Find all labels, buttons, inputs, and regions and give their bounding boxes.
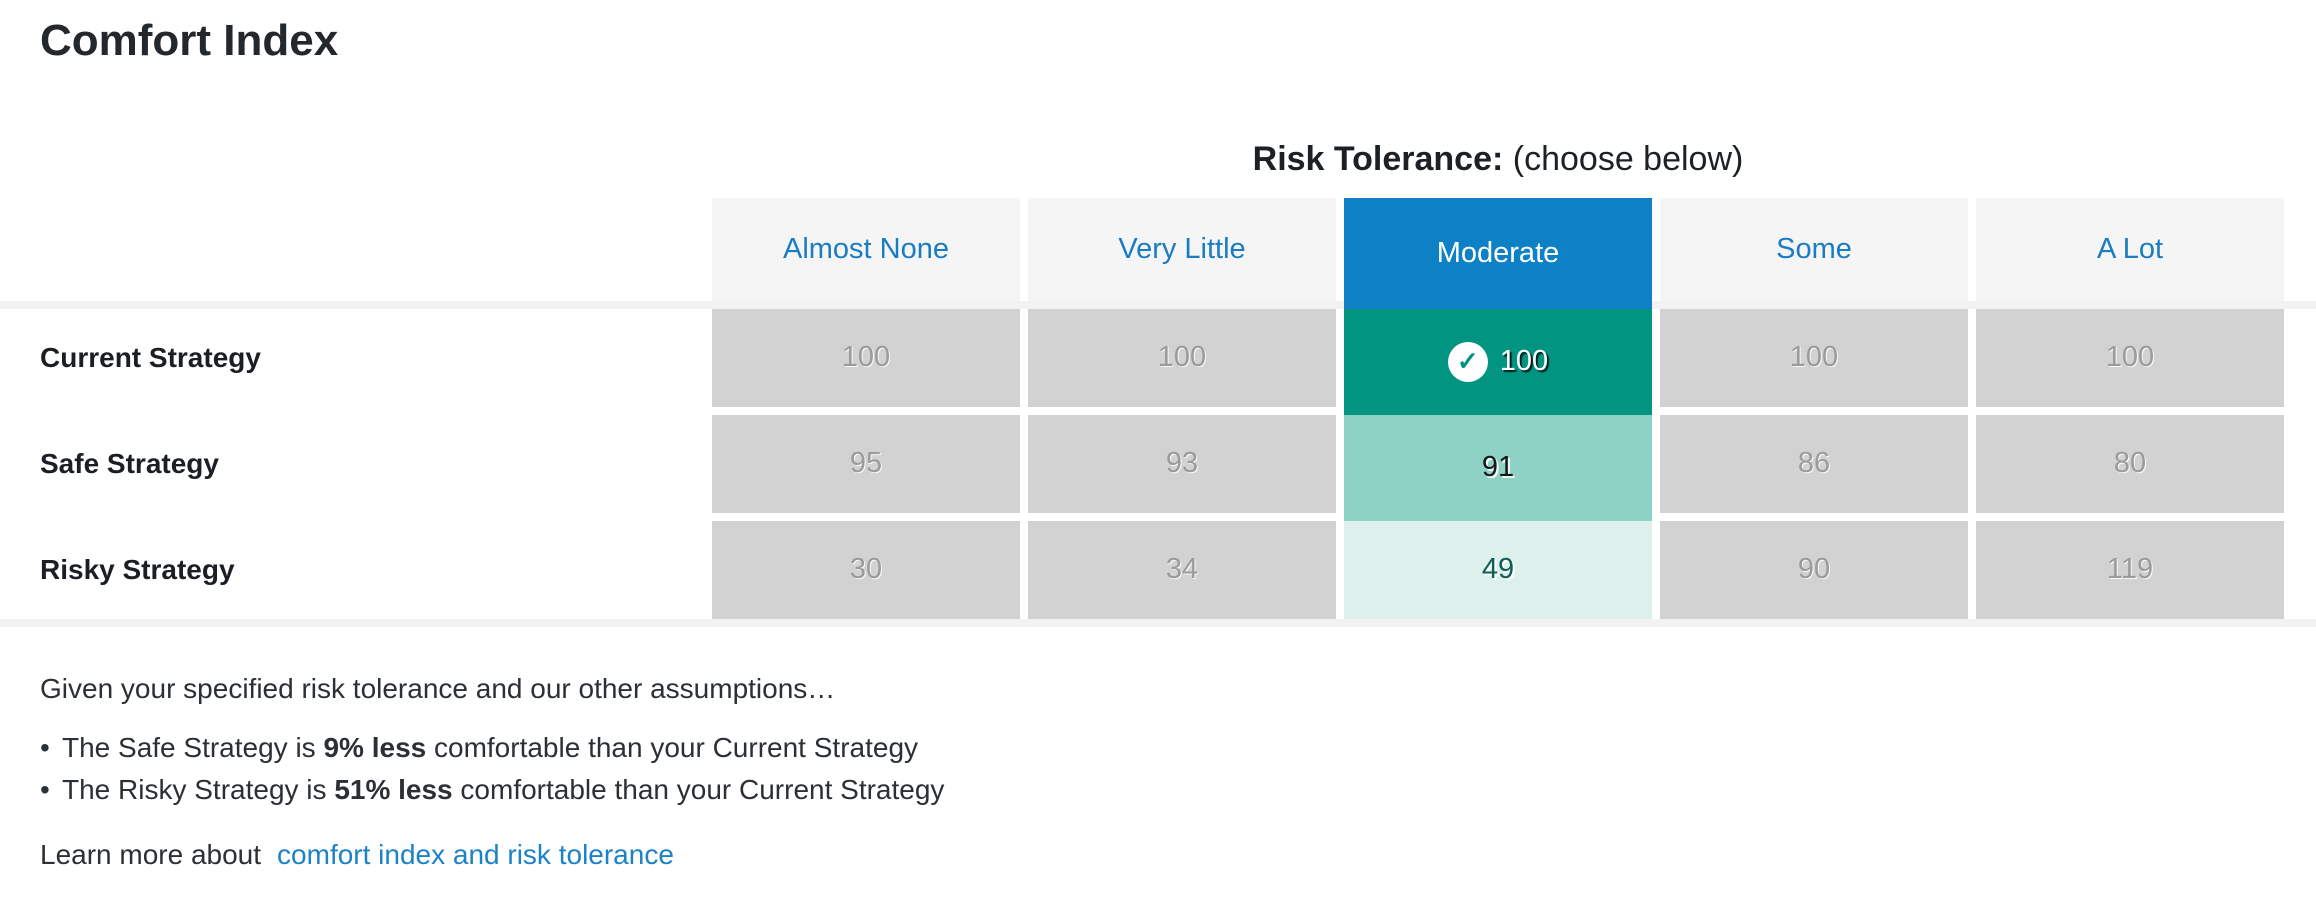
selected-risk-column: Moderate ✓ 100 91 49: [1344, 197, 1652, 619]
cell-safe-strategy-some: 86: [1660, 414, 1968, 513]
bullet-highlight: 9% less: [323, 732, 427, 764]
bullet-text: The Safe Strategy is: [62, 732, 324, 764]
page-title: Comfort Index: [40, 16, 339, 65]
cell-current-strategy-some: 100: [1660, 308, 1968, 407]
cell-risky-strategy-almost-none: 30: [712, 520, 1020, 619]
cell-current-strategy-almost-none: 100: [712, 308, 1020, 407]
bullet-text: comfortable than your Current Strategy: [452, 774, 945, 806]
check-icon: ✓: [1447, 341, 1488, 382]
risk-tolerance-label: Risk Tolerance:: [1252, 139, 1504, 178]
tab-almost-none[interactable]: Almost None: [712, 197, 1020, 301]
risk-tolerance-heading: Risk Tolerance: (choose below): [712, 137, 2284, 181]
learn-more-link[interactable]: comfort index and risk tolerance: [277, 839, 674, 871]
cell-risky-strategy-some: 90: [1660, 520, 1968, 619]
cell-risky-strategy-a-lot: 119: [1976, 520, 2284, 619]
summary-bullet-safe: The Safe Strategy is 9% less comfortable…: [40, 727, 2316, 769]
row-label-risky-strategy: Risky Strategy: [0, 520, 704, 619]
tab-moderate[interactable]: Moderate: [1344, 197, 1652, 309]
risk-tolerance-hint: (choose below): [1503, 139, 1744, 178]
cell-current-strategy-moderate: ✓ 100: [1344, 308, 1652, 415]
cell-risky-strategy-very-little: 34: [1028, 520, 1336, 619]
bullet-text: The Risky Strategy is: [62, 774, 335, 806]
cell-safe-strategy-almost-none: 95: [712, 414, 1020, 513]
bullet-text: comfortable than your Current Strategy: [426, 732, 919, 764]
cell-risky-strategy-moderate: 49: [1344, 520, 1652, 619]
row-label-current-strategy: Current Strategy: [0, 308, 704, 407]
summary-intro: Given your specified risk tolerance and …: [40, 672, 836, 704]
cell-value: 100: [1499, 345, 1549, 378]
summary-bullet-risky: The Risky Strategy is 51% less comfortab…: [40, 769, 2316, 811]
row-label-safe-strategy: Safe Strategy: [0, 414, 704, 513]
tab-very-little[interactable]: Very Little: [1028, 197, 1336, 301]
comfort-index-table: Almost None Very Little Some A Lot Moder…: [0, 197, 2316, 627]
cell-safe-strategy-very-little: 93: [1028, 414, 1336, 513]
tab-some[interactable]: Some: [1660, 197, 1968, 301]
table-bottom-divider: [0, 618, 2316, 627]
summary-list: The Safe Strategy is 9% less comfortable…: [40, 727, 2316, 811]
learn-more-row: Learn more about comfort index and risk t…: [40, 839, 2316, 871]
cell-safe-strategy-a-lot: 80: [1976, 414, 2284, 513]
cell-safe-strategy-moderate: 91: [1344, 414, 1652, 521]
learn-more-text: Learn more about: [40, 839, 262, 871]
cell-current-strategy-very-little: 100: [1028, 308, 1336, 407]
cell-current-strategy-a-lot: 100: [1976, 308, 2284, 407]
table-top-divider: [0, 300, 2316, 309]
tab-a-lot[interactable]: A Lot: [1976, 197, 2284, 301]
bullet-highlight: 51% less: [334, 774, 453, 806]
